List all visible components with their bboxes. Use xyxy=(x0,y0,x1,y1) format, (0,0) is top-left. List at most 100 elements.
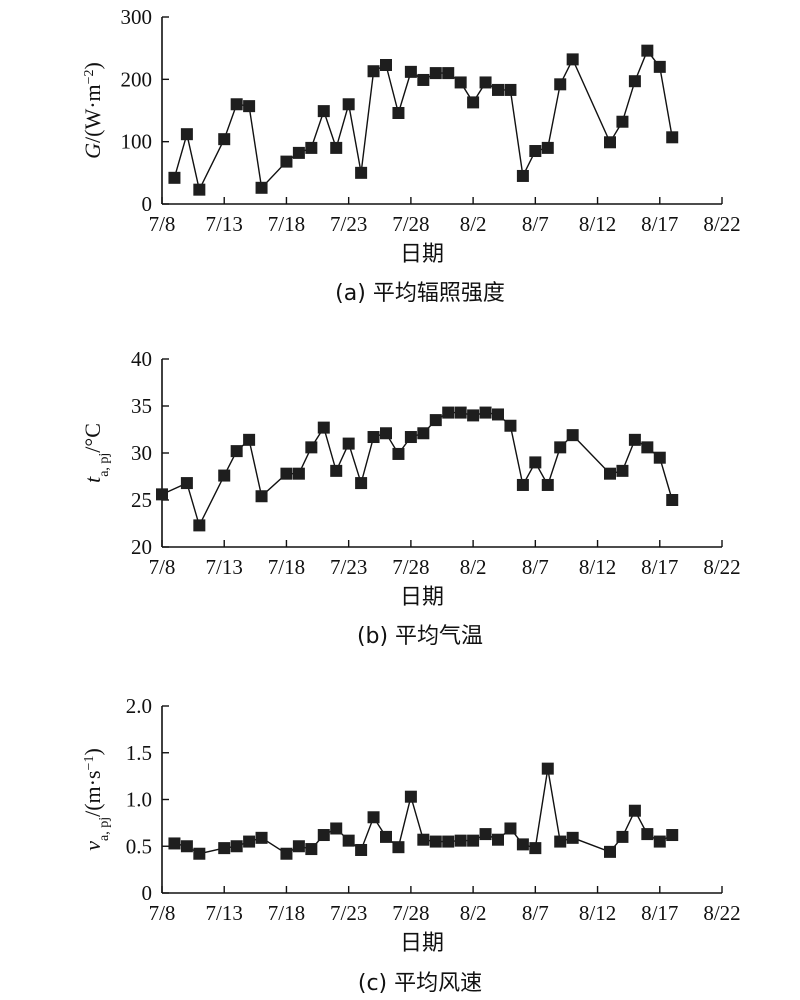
y-tick-label: 100 xyxy=(121,130,153,154)
data-point xyxy=(330,822,343,835)
x-tick-label: 7/8 xyxy=(149,212,176,236)
data-point xyxy=(479,406,492,419)
data-point xyxy=(305,141,318,154)
y-tick-label: 2.0 xyxy=(126,694,152,718)
data-point xyxy=(305,441,318,454)
y-tick-label: 20 xyxy=(131,535,152,559)
data-point xyxy=(479,828,492,841)
data-point xyxy=(342,834,355,847)
y-axis-label: G/(W·m−2) xyxy=(80,62,105,159)
data-point xyxy=(317,829,330,842)
data-point xyxy=(653,60,666,73)
data-point xyxy=(404,65,417,78)
y-axis-label-part: /°C xyxy=(80,423,105,453)
x-tick-label: 7/28 xyxy=(392,901,429,925)
x-tick-label: 8/12 xyxy=(579,212,616,236)
data-point xyxy=(280,847,293,860)
chart-wind-speed: 0 0.5 1.0 1.5 2.0 7/8 7/13 7/18 7/23 7/28 8/2 8/7 8/… xyxy=(80,694,741,996)
data-point xyxy=(330,464,343,477)
x-tick-label: 7/13 xyxy=(206,555,243,579)
data-point xyxy=(180,477,193,490)
data-point xyxy=(355,477,368,490)
x-tick-label: 7/8 xyxy=(149,901,176,925)
data-point xyxy=(380,427,392,440)
series-line xyxy=(161,411,673,528)
y-tick-label: 1.0 xyxy=(126,788,152,812)
y-axis-label-part: /(m·s xyxy=(80,770,105,816)
x-tick-label: 8/17 xyxy=(641,901,678,925)
data-point xyxy=(292,467,305,480)
x-tick-label: 8/2 xyxy=(460,901,487,925)
data-point xyxy=(516,478,529,491)
data-point xyxy=(467,96,480,109)
x-tick-label: 8/22 xyxy=(703,212,740,236)
data-point xyxy=(292,840,305,853)
data-point xyxy=(628,433,641,446)
data-point xyxy=(516,838,529,851)
data-point xyxy=(255,181,268,194)
x-tick-label: 7/13 xyxy=(206,212,243,236)
data-point xyxy=(255,490,268,503)
data-point xyxy=(504,419,517,432)
series-line xyxy=(173,49,673,192)
y-tick-label: 0 xyxy=(142,881,153,905)
data-point xyxy=(566,831,579,844)
y-axis-label-part: a, pj xyxy=(97,453,112,477)
y-axis-label: ta, pj/°C xyxy=(80,423,112,483)
data-point xyxy=(641,828,654,841)
x-tick-label: 7/18 xyxy=(268,212,305,236)
x-tick-label: 7/23 xyxy=(330,555,367,579)
x-tick-label: 8/17 xyxy=(641,555,678,579)
data-point xyxy=(230,98,243,111)
data-point xyxy=(180,840,193,853)
data-point xyxy=(541,762,554,775)
data-point xyxy=(404,790,417,803)
data-point xyxy=(429,67,442,80)
x-tick-label: 7/28 xyxy=(392,555,429,579)
data-point xyxy=(280,155,293,168)
data-point xyxy=(429,835,442,848)
chart-caption: (a) 平均辐照强度 xyxy=(335,281,505,306)
data-point xyxy=(180,128,193,141)
y-axis-label-part: −2 xyxy=(82,69,97,84)
data-point xyxy=(504,83,517,96)
data-point xyxy=(666,131,679,144)
y-axis-label-part: a, pj xyxy=(97,817,112,841)
y-axis-label-part: t xyxy=(80,476,105,483)
data-point xyxy=(541,141,554,154)
data-point xyxy=(529,456,542,469)
data-point xyxy=(616,830,629,843)
data-point xyxy=(367,431,380,444)
x-tick-label: 8/7 xyxy=(522,901,549,925)
data-point xyxy=(616,115,629,128)
y-tick-label: 300 xyxy=(121,5,153,29)
data-point xyxy=(554,835,567,848)
data-point xyxy=(554,441,567,454)
data-point xyxy=(653,451,666,464)
data-point xyxy=(554,78,567,91)
x-tick-label: 7/18 xyxy=(268,555,305,579)
data-point xyxy=(280,467,293,480)
y-tick-label: 25 xyxy=(131,488,152,512)
y-axis-label-part: /(W·m xyxy=(80,84,105,143)
y-axis-label-part: ) xyxy=(80,748,105,755)
x-tick-label: 8/12 xyxy=(579,555,616,579)
y-axis-label-part: ) xyxy=(80,62,105,69)
x-tick-label: 8/12 xyxy=(579,901,616,925)
x-tick-label: 8/2 xyxy=(460,555,487,579)
x-tick-label: 8/7 xyxy=(522,212,549,236)
x-tick-label: 8/2 xyxy=(460,212,487,236)
data-point xyxy=(218,469,231,482)
data-point xyxy=(243,100,256,113)
data-point xyxy=(529,842,542,855)
data-point xyxy=(541,478,554,491)
chart-caption: (c) 平均风速 xyxy=(358,971,482,996)
x-tick-label: 8/17 xyxy=(641,212,678,236)
data-point xyxy=(604,845,616,858)
data-point xyxy=(330,141,343,154)
data-point xyxy=(292,146,305,159)
x-tick-label: 7/23 xyxy=(330,901,367,925)
x-tick-label: 7/28 xyxy=(392,212,429,236)
x-tick-label: 7/13 xyxy=(206,901,243,925)
